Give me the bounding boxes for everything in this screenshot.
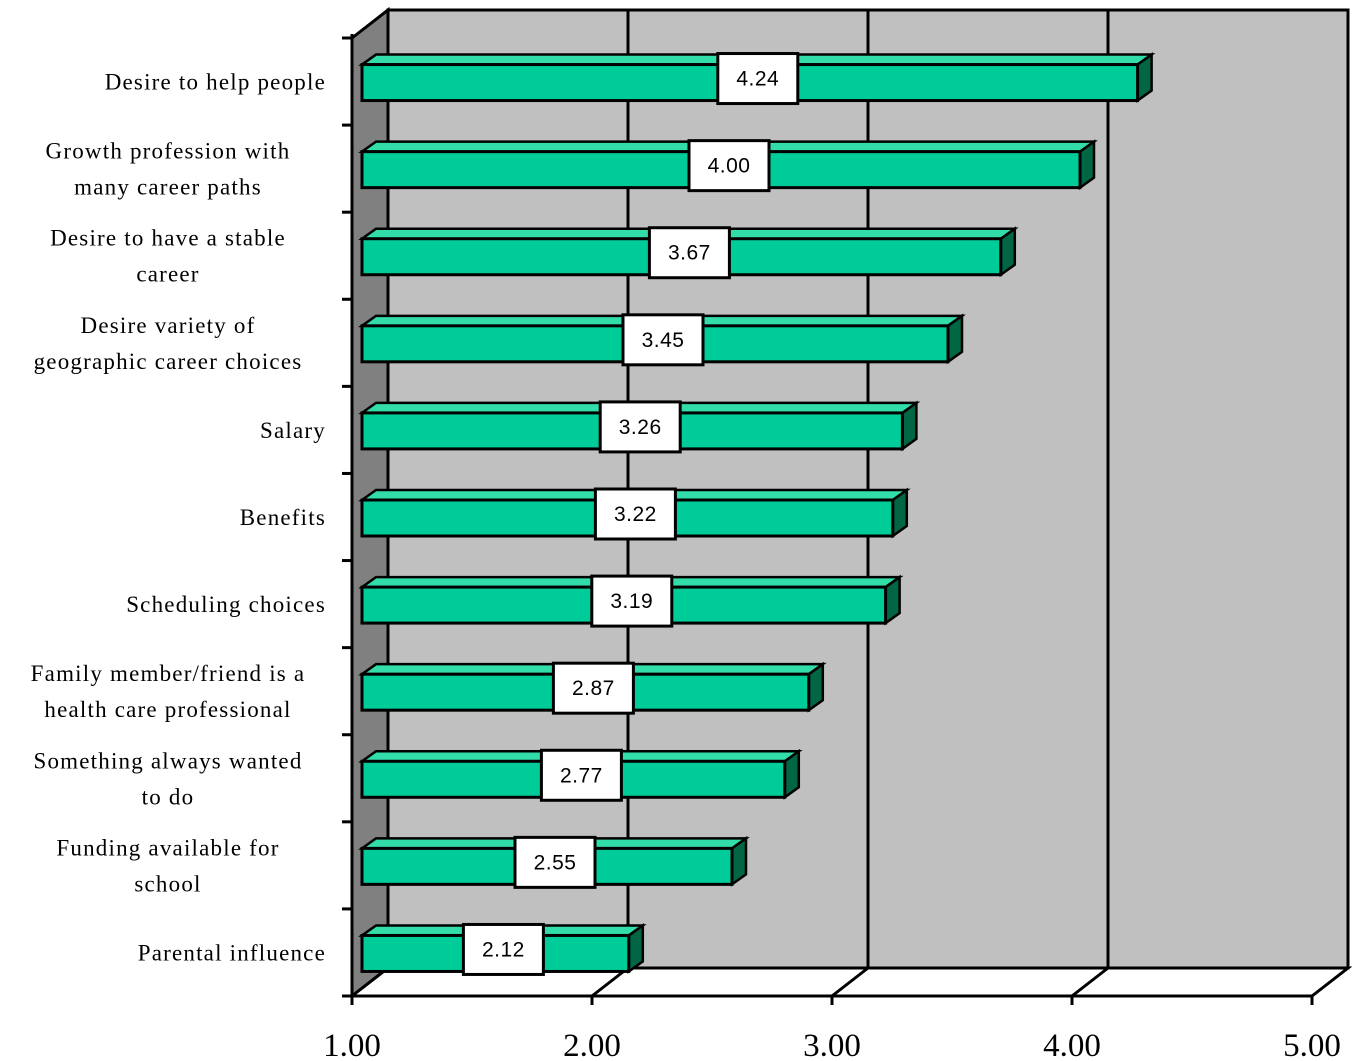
x-tick-label: 4.00 — [1043, 1028, 1101, 1061]
data-label-box — [621, 313, 705, 367]
data-label-box — [539, 748, 623, 802]
data-label-box — [590, 574, 674, 628]
category-label: to do — [142, 784, 195, 809]
x-tick-label: 2.00 — [563, 1028, 621, 1061]
data-label: 2.12 — [482, 938, 525, 961]
category-label: Desire variety of — [81, 313, 256, 338]
x-tick-label: 5.00 — [1283, 1028, 1341, 1061]
x-tick-label: 1.00 — [323, 1028, 381, 1061]
data-label-box — [716, 52, 800, 106]
data-label-box — [461, 922, 545, 976]
data-label-box — [513, 835, 597, 889]
gridline-floor — [831, 966, 869, 998]
data-label-box — [647, 226, 731, 280]
data-label: 3.45 — [642, 329, 685, 352]
data-label: 3.26 — [619, 416, 662, 439]
data-label-box — [687, 139, 771, 193]
category-label: Scheduling choices — [126, 592, 326, 617]
x-tick-label: 3.00 — [803, 1028, 861, 1061]
category-label: Salary — [260, 418, 326, 443]
category-label: geographic career choices — [34, 349, 303, 374]
category-label: Growth profession with — [46, 139, 291, 164]
data-label: 3.22 — [614, 503, 657, 526]
category-label: Family member/friend is a — [31, 661, 306, 686]
data-label: 3.19 — [610, 590, 653, 613]
category-label: many career paths — [74, 175, 262, 200]
data-label: 2.55 — [534, 851, 577, 874]
data-label: 3.67 — [668, 242, 711, 265]
category-label: Desire to have a stable — [50, 226, 286, 251]
data-label: 2.77 — [560, 764, 603, 787]
data-label: 4.00 — [708, 155, 751, 178]
data-label-box — [598, 400, 682, 454]
data-label: 2.87 — [572, 677, 615, 700]
category-label: Something always wanted — [33, 748, 302, 773]
category-label: Benefits — [240, 505, 326, 530]
category-label: Desire to help people — [105, 70, 326, 95]
data-label-box — [551, 661, 635, 715]
category-label: school — [134, 871, 201, 896]
data-label-box — [593, 487, 677, 541]
category-label: health care professional — [44, 697, 291, 722]
data-label: 4.24 — [736, 68, 779, 91]
category-label: career — [136, 262, 199, 287]
category-label: Parental influence — [138, 940, 326, 965]
gridline-floor — [1071, 966, 1109, 998]
category-label: Funding available for — [56, 835, 279, 860]
